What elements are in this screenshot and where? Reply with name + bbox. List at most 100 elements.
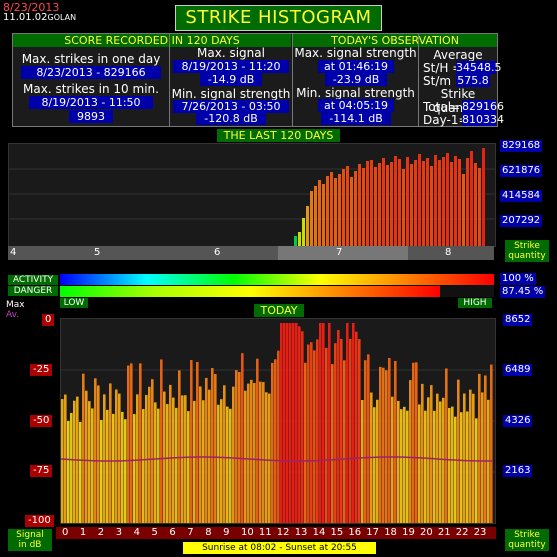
bar — [454, 416, 457, 523]
bar — [220, 399, 223, 523]
max-10min-value: 9893 — [69, 110, 113, 123]
activity-bar — [60, 274, 494, 285]
bar — [466, 411, 469, 523]
bar — [304, 362, 307, 523]
strike-label: Strike — [514, 241, 540, 251]
bar — [226, 406, 229, 523]
bar — [79, 421, 82, 523]
bar — [88, 401, 91, 523]
bar — [450, 162, 453, 246]
bar — [334, 343, 337, 523]
bar — [426, 158, 429, 246]
month-label: 7 — [336, 247, 343, 258]
bar — [181, 395, 184, 523]
bar — [391, 396, 394, 523]
bar — [326, 176, 329, 246]
today-min-signal-label: Min. signal strength — [296, 86, 415, 100]
bar — [414, 160, 417, 246]
max-10min-date: 8/19/2013 - 11:50 — [29, 96, 153, 109]
bar — [402, 169, 405, 246]
today-ylabel: 8652 — [503, 314, 533, 326]
bar — [398, 159, 401, 246]
bar — [472, 393, 475, 523]
quantity-label: quantity — [508, 540, 546, 550]
bar — [314, 186, 317, 246]
bar — [157, 408, 160, 523]
bar — [202, 400, 205, 523]
bar — [374, 167, 377, 246]
hour-label: 14 — [312, 527, 326, 538]
bar — [127, 365, 130, 523]
bar — [235, 370, 238, 523]
hour-label: 23 — [473, 527, 487, 538]
score-panel-title: SCORE RECORDED IN 120 DAYS — [13, 34, 291, 47]
bar — [166, 404, 169, 523]
bar — [94, 378, 97, 523]
today-min-signal-time: at 04:05:19 — [318, 99, 394, 112]
bar — [460, 412, 463, 523]
bar — [73, 400, 76, 523]
day1-label: Day-1= — [423, 113, 469, 127]
strike-label: Strike — [514, 530, 540, 540]
bar — [274, 359, 277, 523]
bar — [298, 326, 301, 523]
bar — [478, 373, 481, 523]
bar — [133, 414, 136, 523]
bar — [148, 386, 151, 523]
bar — [295, 323, 298, 523]
hour-label: 22 — [455, 527, 469, 538]
bar — [265, 392, 268, 523]
bar — [217, 404, 220, 523]
bar — [193, 400, 196, 523]
bar — [334, 178, 337, 246]
bar — [352, 323, 355, 523]
bar — [390, 162, 393, 246]
today-panel-title: TODAY'S OBSERVATION — [293, 34, 497, 47]
bar — [97, 385, 100, 523]
bar — [364, 360, 367, 523]
min-signal-value: -120.8 dB — [196, 112, 266, 125]
bar — [382, 158, 385, 246]
bar — [184, 395, 187, 523]
bar — [211, 367, 214, 523]
bar — [490, 364, 493, 523]
average-label: Average — [433, 48, 483, 62]
hour-label: 16 — [348, 527, 362, 538]
bar — [115, 389, 118, 523]
bar — [442, 397, 445, 523]
bar — [256, 358, 259, 523]
bar — [397, 400, 400, 523]
bar — [403, 406, 406, 523]
bar — [310, 342, 313, 523]
bar — [85, 390, 88, 523]
bar — [130, 363, 133, 523]
bar — [445, 368, 448, 523]
hour-label: 17 — [366, 527, 380, 538]
page-title: STRIKE HISTOGRAM — [175, 5, 382, 31]
today-max-signal-value: -23.9 dB — [325, 73, 387, 86]
av-label: Av. — [6, 310, 20, 320]
bar — [340, 338, 343, 523]
bar — [382, 367, 385, 523]
last120-bars — [9, 148, 495, 246]
bar — [388, 358, 391, 523]
today-ylabel: 4326 — [503, 415, 533, 427]
activity-bar-fill — [60, 274, 494, 285]
bar — [238, 371, 241, 523]
bar — [394, 360, 397, 523]
bar — [61, 399, 64, 523]
bar — [118, 393, 121, 523]
bar — [82, 373, 85, 523]
divider — [292, 34, 293, 126]
bar — [223, 385, 226, 523]
db-label: -100 — [25, 515, 54, 527]
today-min-signal-value: -114.1 dB — [321, 112, 391, 125]
hour-label: 6 — [169, 527, 176, 538]
bar — [421, 383, 424, 523]
bar — [214, 374, 217, 523]
sth-value: 34548.5 — [456, 61, 502, 74]
bar — [342, 169, 345, 246]
bar — [286, 323, 289, 523]
bar — [139, 363, 142, 523]
bar — [310, 191, 313, 246]
